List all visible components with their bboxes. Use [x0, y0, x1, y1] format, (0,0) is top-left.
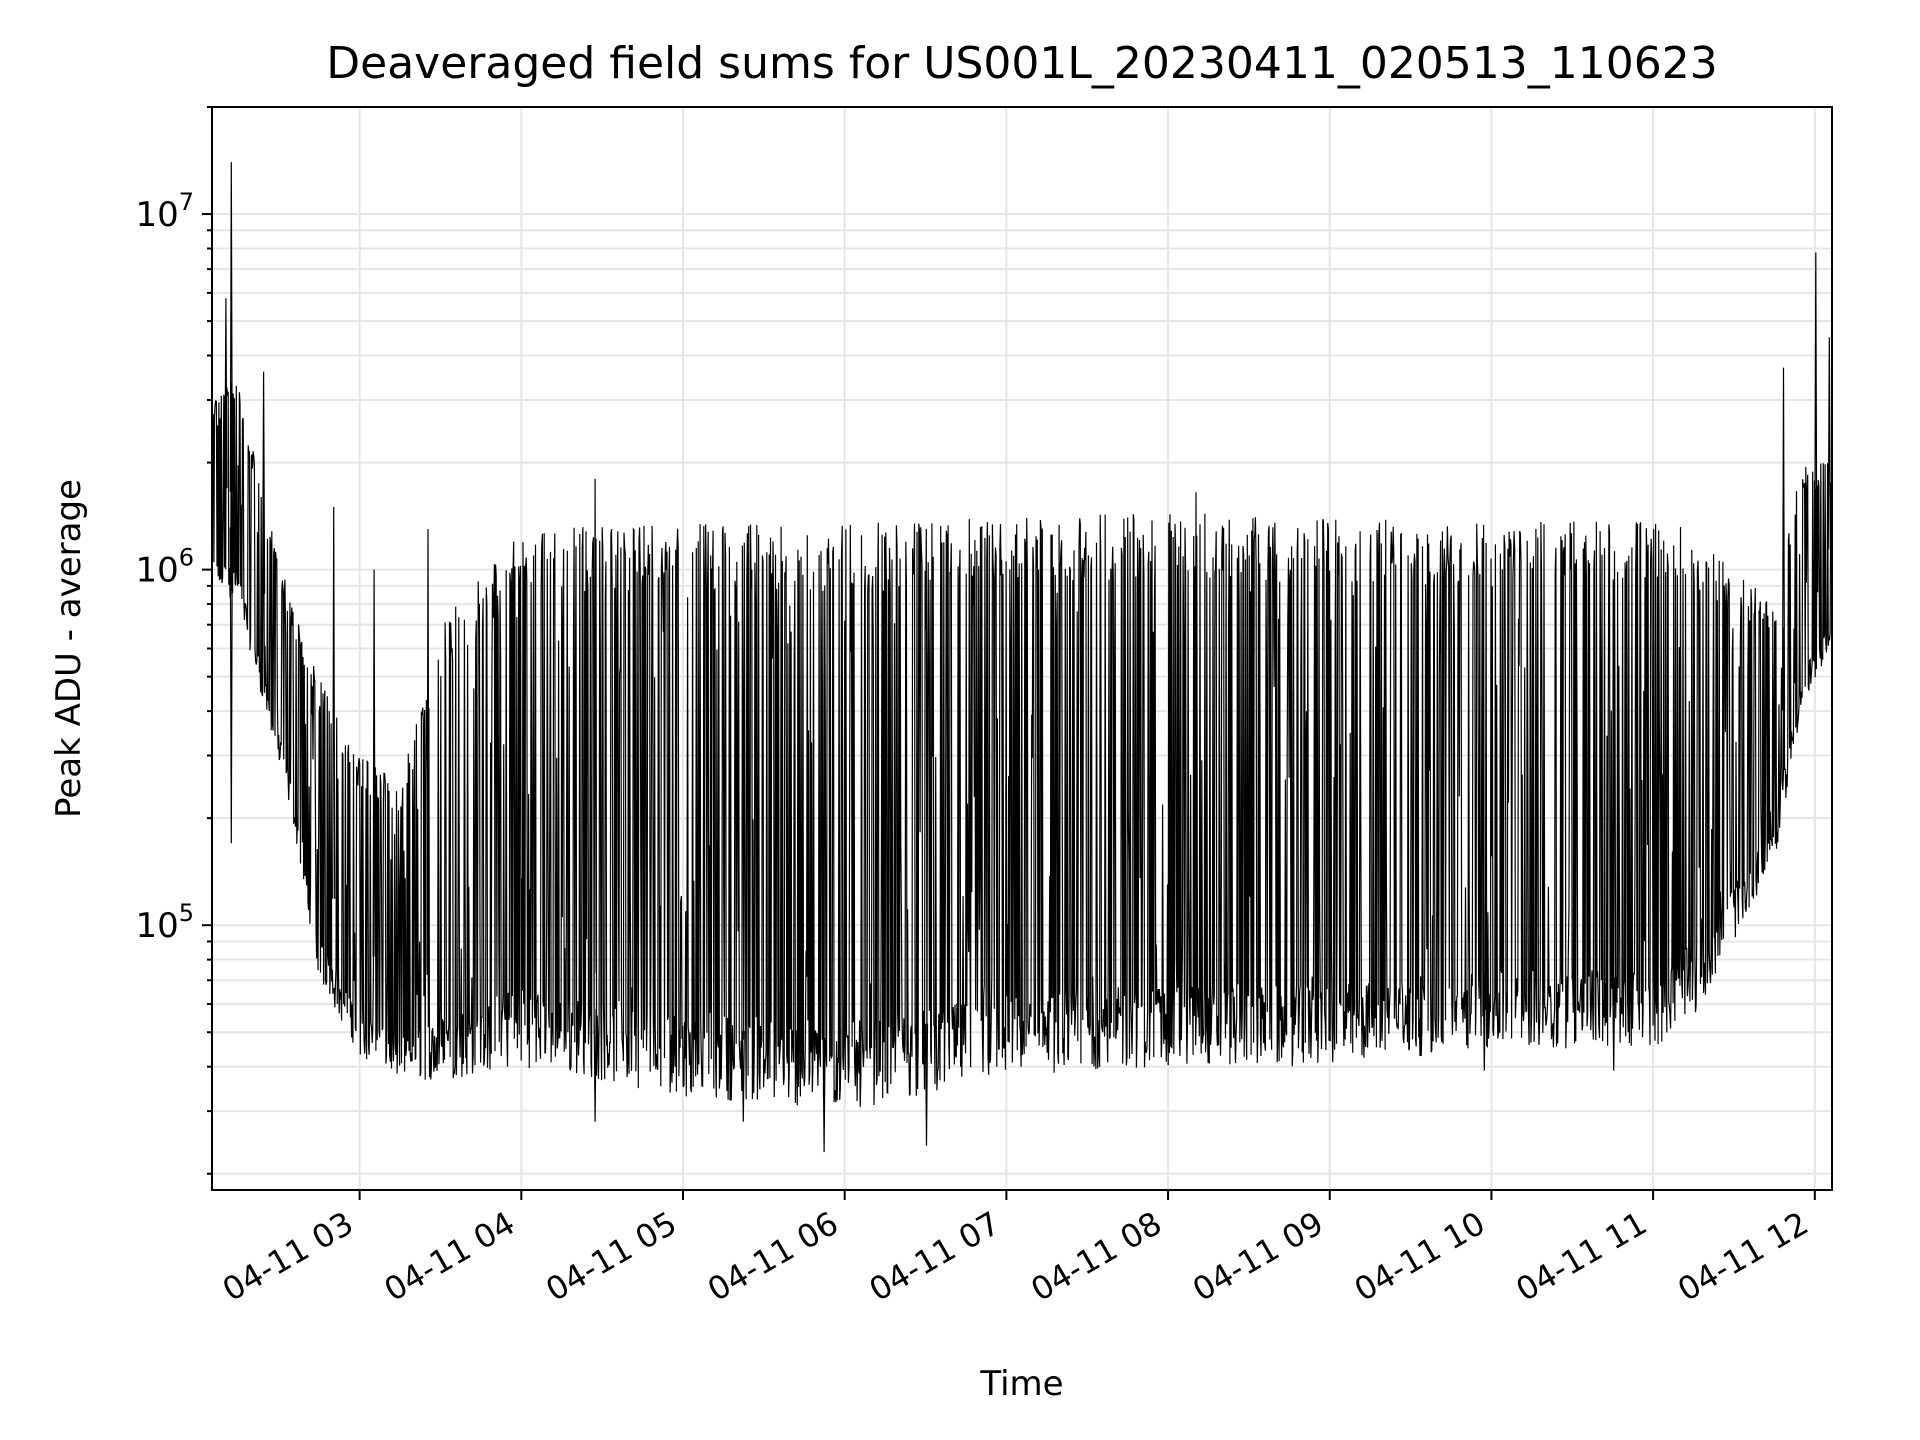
y-axis: 105 106 107 — [135, 106, 212, 1175]
y-tick-label: 106 — [135, 544, 194, 591]
x-axis-label: Time — [979, 1364, 1063, 1404]
y-axis-label: Peak ADU - average — [49, 479, 89, 818]
chart-title: Deaveraged field sums for US001L_2023041… — [326, 38, 1718, 89]
series-line — [211, 162, 1833, 1153]
plot-area — [211, 162, 1833, 1153]
y-tick-label: 107 — [135, 188, 194, 235]
y-tick-label: 105 — [135, 899, 194, 946]
